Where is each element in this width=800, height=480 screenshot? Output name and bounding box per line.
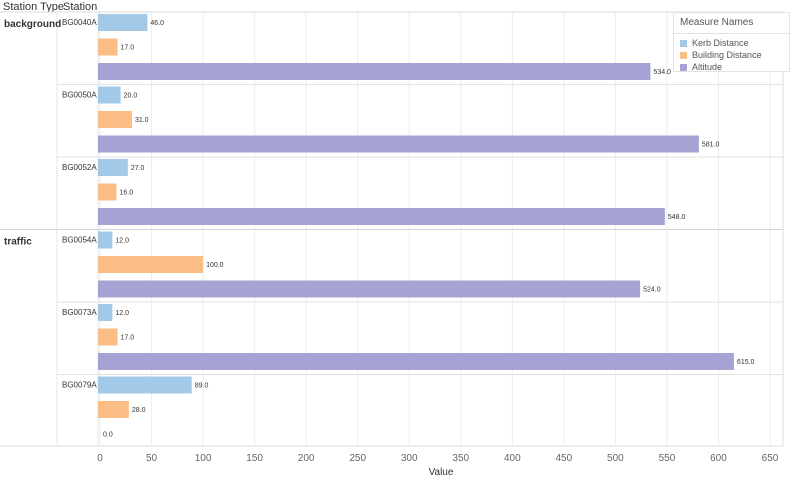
- bar[interactable]: [98, 183, 117, 201]
- bar[interactable]: [98, 86, 121, 104]
- bar[interactable]: [98, 280, 641, 298]
- data-label: 12.0: [115, 238, 129, 245]
- bar[interactable]: [98, 208, 665, 225]
- x-axis-title: Value: [429, 467, 454, 478]
- station-label: BG0073A: [62, 308, 97, 317]
- legend-label: Altitude: [692, 62, 723, 72]
- data-label: 17.0: [121, 335, 135, 342]
- bar[interactable]: [98, 38, 118, 56]
- legend-item-kerb-distance[interactable]: Kerb Distance: [674, 37, 789, 49]
- x-tick-label: 100: [195, 453, 212, 464]
- x-tick-label: 300: [401, 453, 418, 464]
- legend-swatch-building-distance: [680, 51, 687, 59]
- x-tick-label: 200: [298, 453, 315, 464]
- station-label: BG0050A: [62, 91, 97, 100]
- data-label: 100.0: [206, 262, 224, 269]
- bar[interactable]: [98, 401, 129, 418]
- legend-item-altitude[interactable]: Altitude: [674, 61, 789, 73]
- station-type-label: background: [4, 19, 61, 30]
- station-header: Station: [63, 1, 97, 13]
- data-label: 0.0: [103, 432, 113, 439]
- legend: Measure Names Kerb Distance Building Dis…: [673, 12, 790, 72]
- bar[interactable]: [98, 135, 699, 153]
- bar[interactable]: [98, 376, 192, 394]
- data-label: 17.0: [121, 45, 135, 52]
- station-label: BG0052A: [62, 163, 97, 172]
- rows: background BG0040A BG0050A BG0052A traffic BG…: [0, 11, 784, 447]
- data-label: 16.0: [119, 190, 133, 197]
- data-label: 20.0: [124, 93, 138, 100]
- x-tick-label: 450: [556, 453, 573, 464]
- bar[interactable]: [98, 159, 128, 176]
- data-label: 524.0: [643, 287, 661, 294]
- bar[interactable]: [98, 304, 113, 321]
- station-type-header: Station Type: [3, 1, 64, 13]
- station-label: BG0040A: [62, 18, 97, 27]
- x-tick-label: 0: [97, 453, 103, 464]
- legend-item-building-distance[interactable]: Building Distance: [674, 49, 789, 61]
- x-axis: 0 50 100 150 200 250 300 350 400 450 500 550 600 650: [97, 453, 779, 464]
- station-label: BG0079A: [62, 381, 97, 390]
- bar[interactable]: [98, 63, 651, 80]
- bar[interactable]: [98, 231, 113, 249]
- x-tick-label: 400: [504, 453, 521, 464]
- legend-swatch-altitude: [680, 63, 687, 71]
- legend-label: Kerb Distance: [692, 38, 749, 48]
- data-label: 12.0: [115, 310, 129, 317]
- x-tick-label: 150: [246, 453, 263, 464]
- bar[interactable]: [98, 328, 118, 346]
- data-label: 615.0: [737, 359, 755, 366]
- bar[interactable]: [98, 353, 734, 370]
- data-label: 89.0: [195, 383, 209, 390]
- x-tick-label: 650: [762, 453, 779, 464]
- station-type-label: traffic: [4, 237, 32, 248]
- x-tick-label: 250: [349, 453, 366, 464]
- data-label: 548.0: [668, 214, 686, 221]
- bars: 46.0 17.0 534.0 20.0 31.0 581.0 27.0 16.0 548.0 1…: [98, 14, 755, 439]
- data-label: 31.0: [135, 117, 149, 124]
- x-tick-label: 50: [146, 453, 158, 464]
- x-tick-label: 350: [452, 453, 469, 464]
- x-tick-label: 550: [659, 453, 676, 464]
- x-tick-label: 600: [710, 453, 727, 464]
- legend-label: Building Distance: [692, 50, 762, 60]
- station-label: BG0054A: [62, 236, 97, 245]
- data-label: 46.0: [150, 20, 164, 27]
- legend-swatch-kerb-distance: [680, 39, 687, 47]
- bar[interactable]: [98, 14, 148, 31]
- legend-title: Measure Names: [674, 13, 789, 34]
- data-label: 581.0: [702, 142, 720, 149]
- data-label: 28.0: [132, 407, 146, 414]
- bar[interactable]: [98, 111, 132, 128]
- data-label: 27.0: [131, 165, 145, 172]
- x-tick-label: 500: [607, 453, 624, 464]
- bar[interactable]: [98, 256, 204, 273]
- data-label: 534.0: [653, 69, 671, 76]
